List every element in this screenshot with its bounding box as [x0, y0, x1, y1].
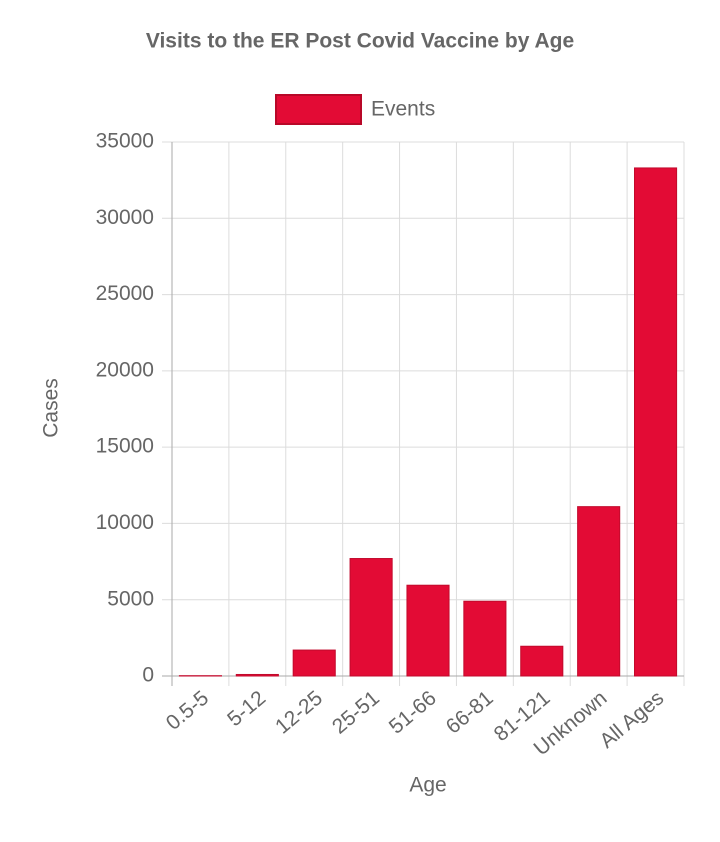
- x-tick-label: 51-66: [385, 686, 441, 738]
- x-tick-label: 0.5-5: [162, 686, 213, 734]
- y-tick-label: 15000: [96, 435, 154, 458]
- bar: [235, 673, 279, 677]
- legend-label: Events: [371, 98, 435, 121]
- bar: [577, 506, 621, 677]
- bar: [292, 649, 336, 677]
- x-axis-title: Age: [409, 774, 446, 797]
- x-tick-label: All Ages: [595, 686, 668, 752]
- y-tick-label: 25000: [96, 282, 154, 305]
- bar: [463, 600, 507, 677]
- y-tick-label: 20000: [96, 358, 154, 381]
- bar: [406, 584, 450, 677]
- x-tick-label: 25-51: [328, 686, 384, 738]
- legend-swatch: [275, 94, 362, 125]
- y-tick-label: 35000: [96, 130, 154, 153]
- y-axis-title: Cases: [40, 378, 63, 438]
- chart-title: Visits to the ER Post Covid Vaccine by A…: [146, 30, 574, 53]
- x-tick-label: 12-25: [271, 686, 327, 738]
- bar: [520, 645, 564, 677]
- y-tick-label: 0: [142, 664, 154, 687]
- bar: [349, 558, 393, 677]
- bar: [634, 167, 678, 677]
- x-tick-label: 66-81: [442, 686, 498, 738]
- x-tick-label: 5-12: [223, 686, 270, 731]
- y-tick-label: 30000: [96, 206, 154, 229]
- y-tick-label: 5000: [107, 587, 154, 610]
- y-tick-label: 10000: [96, 511, 154, 534]
